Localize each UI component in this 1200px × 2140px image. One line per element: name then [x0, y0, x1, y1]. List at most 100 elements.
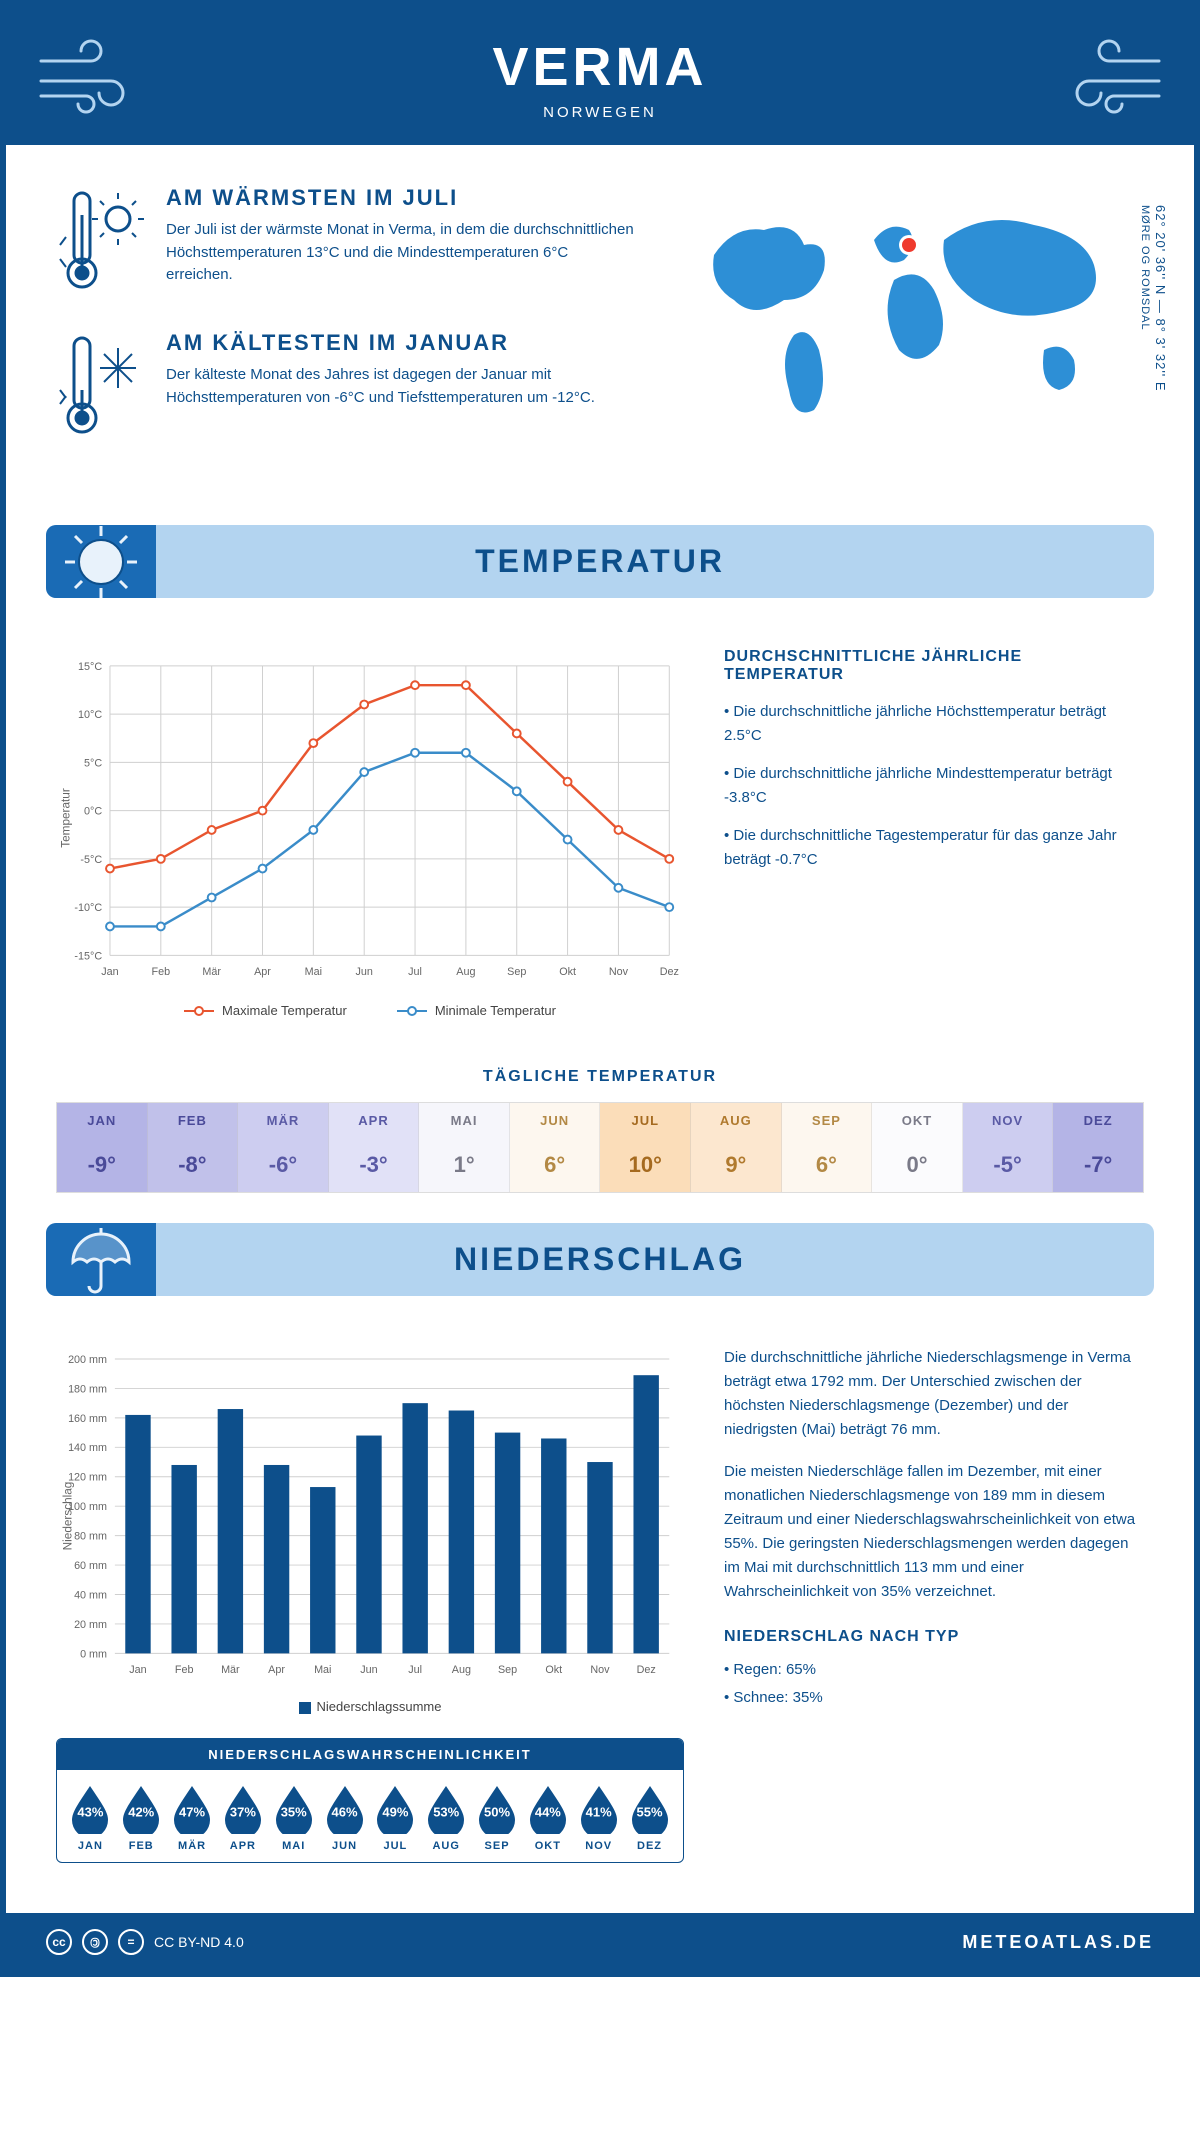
prob-cell: 46%JUN	[319, 1784, 370, 1852]
precipitation-info: Die durchschnittliche jährliche Niedersc…	[724, 1346, 1144, 1863]
daily-cell: MAI1°	[419, 1103, 510, 1192]
svg-text:Dez: Dez	[660, 966, 679, 978]
bar-legend: Niederschlagssumme	[317, 1699, 442, 1714]
svg-text:Apr: Apr	[268, 1664, 285, 1676]
temperature-line-chart: -15°C -10°C -5°C 0°C 5°C 10°C 15°C Jan Feb Mär Apr…	[56, 648, 684, 1018]
svg-text:200 mm: 200 mm	[68, 1354, 107, 1366]
svg-text:Jun: Jun	[360, 1664, 377, 1676]
precipitation-banner: NIEDERSCHLAG	[46, 1223, 1154, 1296]
daily-cell: JUL10°	[600, 1103, 691, 1192]
temperature-info: DURCHSCHNITTLICHE JÄHRLICHE TEMPERATUR •…	[724, 648, 1144, 1018]
thermometer-snow-icon	[56, 330, 146, 445]
location-title: VERMA	[26, 36, 1174, 98]
warmest-fact: AM WÄRMSTEN IM JULI Der Juli ist der wär…	[56, 185, 634, 300]
svg-text:Dez: Dez	[637, 1664, 656, 1676]
daily-cell: JUN6°	[510, 1103, 601, 1192]
header: VERMA NORWEGEN	[6, 6, 1194, 145]
precipitation-probability-box: NIEDERSCHLAGSWAHRSCHEINLICHKEIT 43%JAN42…	[56, 1738, 684, 1863]
svg-text:-5°C: -5°C	[80, 854, 102, 866]
nd-icon: =	[118, 1929, 144, 1955]
svg-text:Jan: Jan	[129, 1664, 146, 1676]
summary-row: AM WÄRMSTEN IM JULI Der Juli ist der wär…	[6, 145, 1194, 505]
svg-text:180 mm: 180 mm	[68, 1383, 107, 1395]
svg-text:-10°C: -10°C	[74, 902, 102, 914]
svg-text:Aug: Aug	[456, 966, 475, 978]
svg-text:Jan: Jan	[101, 966, 118, 978]
daily-cell: NOV-5°	[963, 1103, 1054, 1192]
wind-icon	[36, 36, 146, 121]
by-icon: 🄯	[82, 1929, 108, 1955]
svg-text:Mär: Mär	[221, 1664, 240, 1676]
legend-min: Minimale Temperatur	[435, 1003, 556, 1018]
temperature-banner: TEMPERATUR	[46, 525, 1154, 598]
svg-text:Sep: Sep	[498, 1664, 517, 1676]
svg-text:Apr: Apr	[254, 966, 271, 978]
svg-text:Jul: Jul	[408, 1664, 422, 1676]
prob-cell: 55%DEZ	[624, 1784, 675, 1852]
svg-text:0°C: 0°C	[84, 806, 102, 818]
svg-text:5°C: 5°C	[84, 757, 102, 769]
svg-text:-15°C: -15°C	[74, 950, 102, 962]
svg-text:Mär: Mär	[202, 966, 221, 978]
coordinates: 62° 20' 36'' N — 8° 3' 32'' E MØRE OG RO…	[1138, 205, 1168, 392]
legend-max: Maximale Temperatur	[222, 1003, 347, 1018]
svg-text:Okt: Okt	[545, 1664, 562, 1676]
svg-text:60 mm: 60 mm	[74, 1560, 107, 1572]
daily-cell: OKT0°	[872, 1103, 963, 1192]
svg-text:Feb: Feb	[152, 966, 171, 978]
prob-cell: 35%MAI	[268, 1784, 319, 1852]
svg-text:10°C: 10°C	[78, 709, 102, 721]
prob-cell: 47%MÄR	[167, 1784, 218, 1852]
coldest-title: AM KÄLTESTEN IM JANUAR	[166, 330, 634, 356]
svg-text:Sep: Sep	[507, 966, 526, 978]
prob-cell: 50%SEP	[472, 1784, 523, 1852]
svg-text:Jun: Jun	[356, 966, 373, 978]
world-map-svg	[664, 185, 1144, 435]
svg-text:15°C: 15°C	[78, 661, 102, 673]
coldest-text: Der kälteste Monat des Jahres ist dagege…	[166, 364, 634, 409]
prob-cell: 43%JAN	[65, 1784, 116, 1852]
warmest-title: AM WÄRMSTEN IM JULI	[166, 185, 634, 211]
site-name: METEOATLAS.DE	[962, 1932, 1154, 1953]
svg-text:Mai: Mai	[305, 966, 322, 978]
svg-text:Niederschlag: Niederschlag	[62, 1482, 75, 1551]
svg-text:20 mm: 20 mm	[74, 1619, 107, 1631]
daily-cell: AUG9°	[691, 1103, 782, 1192]
daily-cell: DEZ-7°	[1053, 1103, 1143, 1192]
prob-cell: 44%OKT	[522, 1784, 573, 1852]
daily-cell: MÄR-6°	[238, 1103, 329, 1192]
prob-cell: 41%NOV	[573, 1784, 624, 1852]
prob-cell: 53%AUG	[421, 1784, 472, 1852]
temperature-heading: TEMPERATUR	[66, 543, 1134, 580]
svg-text:Mai: Mai	[314, 1664, 331, 1676]
svg-text:Nov: Nov	[609, 966, 629, 978]
daily-temp-title: TÄGLICHE TEMPERATUR	[6, 1068, 1194, 1086]
svg-text:140 mm: 140 mm	[68, 1442, 107, 1454]
prob-cell: 49%JUL	[370, 1784, 421, 1852]
thermometer-sun-icon	[56, 185, 146, 300]
svg-text:Nov: Nov	[590, 1664, 610, 1676]
svg-text:0 mm: 0 mm	[80, 1648, 107, 1660]
daily-cell: APR-3°	[329, 1103, 420, 1192]
svg-text:Feb: Feb	[175, 1664, 194, 1676]
prob-cell: 42%FEB	[116, 1784, 167, 1852]
daily-cell: SEP6°	[782, 1103, 873, 1192]
world-map: 62° 20' 36'' N — 8° 3' 32'' E MØRE OG RO…	[664, 185, 1144, 475]
warmest-text: Der Juli ist der wärmste Monat in Verma,…	[166, 219, 634, 287]
cc-icon: cc	[46, 1929, 72, 1955]
footer: cc 🄯 = CC BY-ND 4.0 METEOATLAS.DE	[6, 1913, 1194, 1971]
daily-cell: JAN-9°	[57, 1103, 148, 1192]
svg-text:Jul: Jul	[408, 966, 422, 978]
svg-text:Okt: Okt	[559, 966, 576, 978]
svg-text:Temperatur: Temperatur	[60, 788, 73, 848]
umbrella-icon	[46, 1223, 156, 1296]
svg-text:Aug: Aug	[452, 1664, 471, 1676]
daily-temp-row: JAN-9°FEB-8°MÄR-6°APR-3°MAI1°JUN6°JUL10°…	[56, 1102, 1144, 1193]
prob-cell: 37%APR	[217, 1784, 268, 1852]
svg-text:80 mm: 80 mm	[74, 1531, 107, 1543]
svg-text:160 mm: 160 mm	[68, 1413, 107, 1425]
location-country: NORWEGEN	[26, 104, 1174, 121]
svg-text:40 mm: 40 mm	[74, 1589, 107, 1601]
coldest-fact: AM KÄLTESTEN IM JANUAR Der kälteste Mona…	[56, 330, 634, 445]
precipitation-bar-chart: 0 mm20 mm40 mm60 mm80 mm100 mm120 mm140 …	[56, 1346, 684, 1714]
